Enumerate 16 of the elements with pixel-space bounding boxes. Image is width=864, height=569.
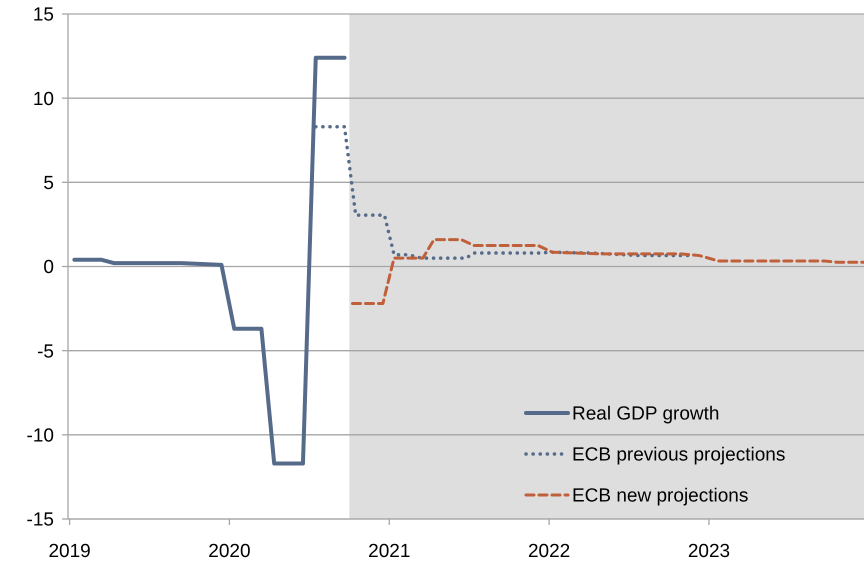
x-tick-label: 2020 xyxy=(208,541,251,562)
y-tick-label: -15 xyxy=(26,510,54,531)
y-tick-label: 5 xyxy=(43,172,54,194)
x-tick-label: 2019 xyxy=(48,541,91,562)
y-tick-label: -5 xyxy=(37,341,54,362)
y-tick-label: -10 xyxy=(26,425,54,446)
legend-label: Real GDP growth xyxy=(572,404,720,425)
y-tick-label: 15 xyxy=(32,4,54,26)
x-tick-label: 2021 xyxy=(368,541,410,562)
legend-label: ECB previous projections xyxy=(572,444,786,466)
line-series xyxy=(351,238,864,306)
y-tick-label: 0 xyxy=(43,257,54,278)
x-tick-label: 2022 xyxy=(528,541,570,562)
y-tick-label: 10 xyxy=(32,88,54,110)
x-tick-label: 2023 xyxy=(688,541,730,562)
legend-label: ECB new projections xyxy=(572,486,748,507)
